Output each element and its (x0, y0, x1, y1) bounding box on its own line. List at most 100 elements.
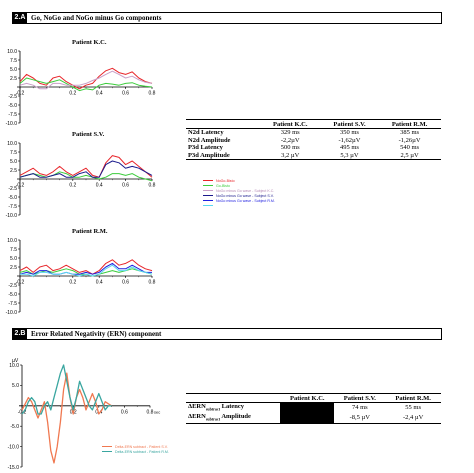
x-tick-label: -0.2 (16, 280, 25, 286)
row-label: P3d Amplitude (186, 151, 260, 160)
table-row: P3d Latency 500 ms 495 ms 540 ms (186, 144, 441, 152)
y-tick-label: 2.5 (10, 265, 17, 271)
table-cell: 385 ms (400, 129, 420, 136)
legend-label: NoGo-Bisto (216, 178, 235, 183)
y-tick-label: -15.0 (8, 465, 20, 471)
table-header-cell: Patient S.V. (320, 119, 379, 129)
row-label-suffix: Amplitude (220, 412, 251, 420)
x-tick-label: 0.4 (96, 280, 103, 286)
erp-chart-kc: 10.0 7.5 5.0 2.5 -2.5 -5.0 -7.5 -10.0 -0.2 0.2 0.4… (6, 49, 156, 127)
table-cell: 540 ms (400, 144, 420, 151)
x-tick-label: -0.2 (16, 183, 25, 189)
series-line (19, 155, 153, 178)
series-line (21, 372, 112, 464)
row-label: ΔERNsubtract Latency (186, 403, 280, 413)
panel-title-rm: Patient R.M. (72, 228, 108, 235)
table-header-cell (186, 393, 281, 403)
y-tick-label: -5.0 (8, 292, 17, 298)
table-cell: 74 ms (351, 404, 368, 412)
table-cell: -1,26µV (398, 136, 421, 144)
legend-item: NoGo minus Go wave - Subject K.C. (203, 188, 275, 193)
y-tick-label: -10.0 (6, 213, 18, 219)
table-header-cell: Patient K.C. (259, 119, 321, 129)
y-tick-label: 2.5 (10, 168, 17, 174)
erp-chart-sv: 10.0 7.5 5.0 2.5 -2.5 -5.0 -7.5 -10.0 -0.2 0.2 0.4… (6, 141, 156, 219)
legend-swatch (203, 199, 213, 202)
table-header-row: Patient K.C. Patient S.V. Patient R.M. (186, 393, 441, 403)
ern-chart: 10.05.0-5.0-10.0-15.0-0.2 0.2 0.4 0.6 0.8µVs… (8, 358, 161, 471)
y-tick-label: 10.0 (7, 141, 17, 147)
y-tick-label: -7.5 (8, 112, 17, 118)
series-line (19, 77, 153, 92)
table-cell: 329 ms (280, 129, 300, 136)
legend-swatch (203, 194, 213, 197)
table-cell: -2,4 µV (385, 412, 441, 424)
table-header-cell: Patient R.M. (378, 119, 441, 129)
x-tick-label: -0.2 (16, 91, 25, 97)
y-tick-label: 7.5 (10, 150, 17, 156)
y-tick-label: 2.5 (10, 76, 17, 82)
table-cell: -1,62µV (338, 136, 361, 144)
legend-label: Delta-ERN subtract - Patient S.V. (115, 444, 168, 449)
legend-swatch (102, 445, 112, 448)
y-tick-label: -2.5 (8, 94, 17, 100)
table-cell: 55 ms (405, 404, 421, 412)
section-a-tag: 2.A (13, 12, 27, 24)
table-cell: 5,3 µV (320, 151, 379, 160)
table-cell: 500 ms (280, 144, 300, 151)
x-tick-label: 0.2 (69, 280, 76, 286)
row-label-main: ΔERN (188, 412, 206, 420)
x-tick-label: 0.6 (122, 91, 129, 97)
section-a-title: Go, NoGo and NoGo minus Go components (31, 14, 162, 22)
y-tick-label: 5.0 (10, 67, 17, 73)
legend-b: Delta-ERN subtract - Patient S.V. Delta-… (102, 444, 169, 454)
row-label: N2d Latency (188, 129, 224, 136)
y-tick-label: 10.0 (7, 49, 17, 55)
table-row: N2d Amplitude -2,2µV -1,62µV -1,26µV (186, 137, 441, 145)
x-tick-label: 0.4 (96, 91, 103, 97)
row-label: ΔERNsubtract Amplitude (186, 412, 281, 424)
y-tick-label: -2.5 (8, 186, 17, 192)
x-tick-label: 0.6 (121, 409, 128, 415)
x-tick-label: 0.2 (69, 183, 76, 189)
table-cell: 2,5 µV (378, 151, 441, 160)
series-line (19, 67, 153, 90)
y-tick-label: -10.0 (6, 310, 18, 316)
redacted-cell (280, 402, 335, 413)
table-row: P3d Amplitude 3,2 µV 5,3 µV 2,5 µV (186, 151, 441, 160)
row-label: N2d Amplitude (188, 136, 231, 144)
x-tick-label: 0.8 (149, 280, 156, 286)
legend-swatch (203, 184, 213, 187)
x-tick-label: 0.8 (149, 183, 156, 189)
y-tick-label: -10.0 (8, 444, 20, 450)
x-tick-label: 0.4 (96, 183, 103, 189)
y-tick-label: 10.0 (9, 363, 19, 369)
y-unit-label: µV (12, 358, 19, 364)
x-tick-label: 0.8 (149, 91, 156, 97)
y-tick-label: -7.5 (8, 301, 17, 307)
legend-swatch (203, 179, 213, 182)
y-tick-label: -10.0 (6, 121, 18, 127)
y-tick-label: -5.0 (8, 103, 17, 109)
table-header-cell (186, 119, 260, 129)
legend-label: Go-Bisto (216, 183, 230, 188)
table-row: ΔERNsubtract Latency 74 ms 55 ms (186, 402, 441, 413)
y-tick-label: -5.0 (8, 195, 17, 201)
y-tick-label: -7.5 (8, 204, 17, 210)
series-line (19, 160, 153, 178)
legend-item: NoGo minus Go wave - Subject R.M. (203, 198, 275, 203)
table-header-row: Patient K.C. Patient S.V. Patient R.M. (186, 119, 441, 129)
series-line (19, 171, 153, 182)
erp-results-table: Patient K.C. Patient S.V. Patient R.M. N… (186, 119, 441, 160)
y-tick-label: 7.5 (10, 247, 17, 253)
x-unit-label: sec (154, 409, 160, 414)
row-label-suffix: Latency (220, 403, 245, 410)
series-line (19, 259, 153, 275)
table-row: ΔERNsubtract Amplitude -8,5 µV -2,4 µV (186, 412, 441, 424)
erp-chart-rm: 10.0 7.5 5.0 2.5 -2.5 -5.0 -7.5 -10.0 -0.2 0.2 0.4… (6, 238, 156, 316)
legend-swatch (203, 189, 213, 192)
panel-title-sv: Patient S.V. (72, 131, 105, 138)
row-label-main: ΔERN (188, 403, 206, 410)
row-label-sub: subtract (205, 416, 221, 422)
legend-item: NoGo-Bisto (203, 178, 275, 183)
